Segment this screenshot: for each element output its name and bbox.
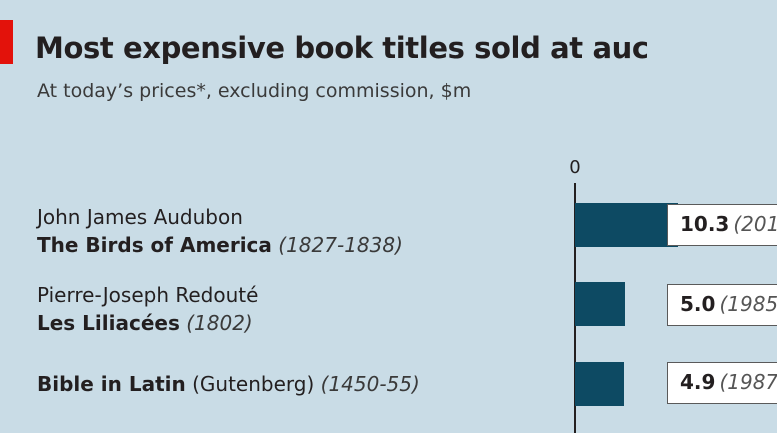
book-label: Les Liliacées (1802) [37,309,258,337]
data-label: 4.9 [680,370,716,394]
data-label: 10.3 [680,212,730,236]
x-tick-label: 0 [569,157,581,178]
book-label: The Birds of America (1827-1838) [37,231,403,259]
row-label: John James Audubon The Birds of America … [37,203,403,259]
value-box: 10.3 (201 [667,204,777,246]
row-label: Pierre-Joseph Redouté Les Liliacées (180… [37,281,258,337]
value-box: 4.9 (1987 [667,362,777,404]
sale-year-label: (1985 [719,292,777,316]
value-box: 5.0 (1985 [667,284,777,326]
book-date: (1802) [186,311,253,335]
book-note: (Gutenberg) [192,372,315,396]
bar [575,282,625,326]
row-label: Bible in Latin (Gutenberg) (1450-55) [37,370,420,398]
book-title: Bible in Latin [37,372,186,396]
author-label: Pierre-Joseph Redouté [37,283,259,307]
book-date: (1827-1838) [278,233,403,257]
bar [575,362,624,406]
author-label: John James Audubon [37,205,243,229]
book-date: (1450-55) [320,372,420,396]
bar [575,203,678,247]
sale-year-label: (1987 [719,370,777,394]
data-label: 5.0 [680,292,716,316]
book-title: The Birds of America [37,233,272,257]
book-title: Les Liliacées [37,311,180,335]
chart-subtitle: At today’s prices*, excluding commission… [37,80,472,102]
sale-year-label: (201 [733,212,777,236]
book-label: Bible in Latin (Gutenberg) (1450-55) [37,370,420,398]
accent-tab [0,20,13,64]
chart-title: Most expensive book titles sold at aucti [35,31,647,65]
